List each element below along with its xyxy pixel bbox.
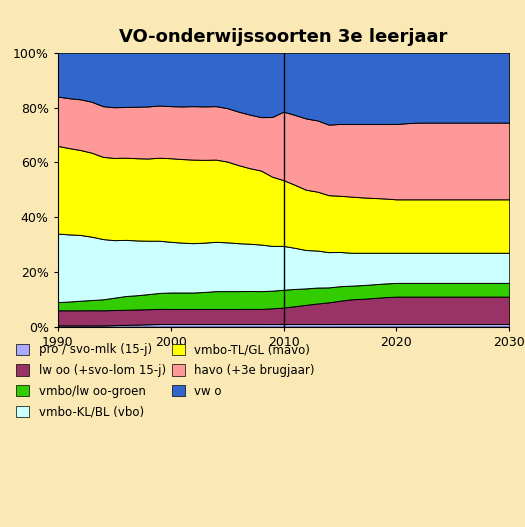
Title: VO-onderwijssoorten 3e leerjaar: VO-onderwijssoorten 3e leerjaar — [119, 27, 448, 46]
Legend: pro / svo-mlk (15-j), lw oo (+svo-lom 15-j), vmbo/lw oo-groen, vmbo-KL/BL (vbo),: pro / svo-mlk (15-j), lw oo (+svo-lom 15… — [16, 343, 315, 418]
